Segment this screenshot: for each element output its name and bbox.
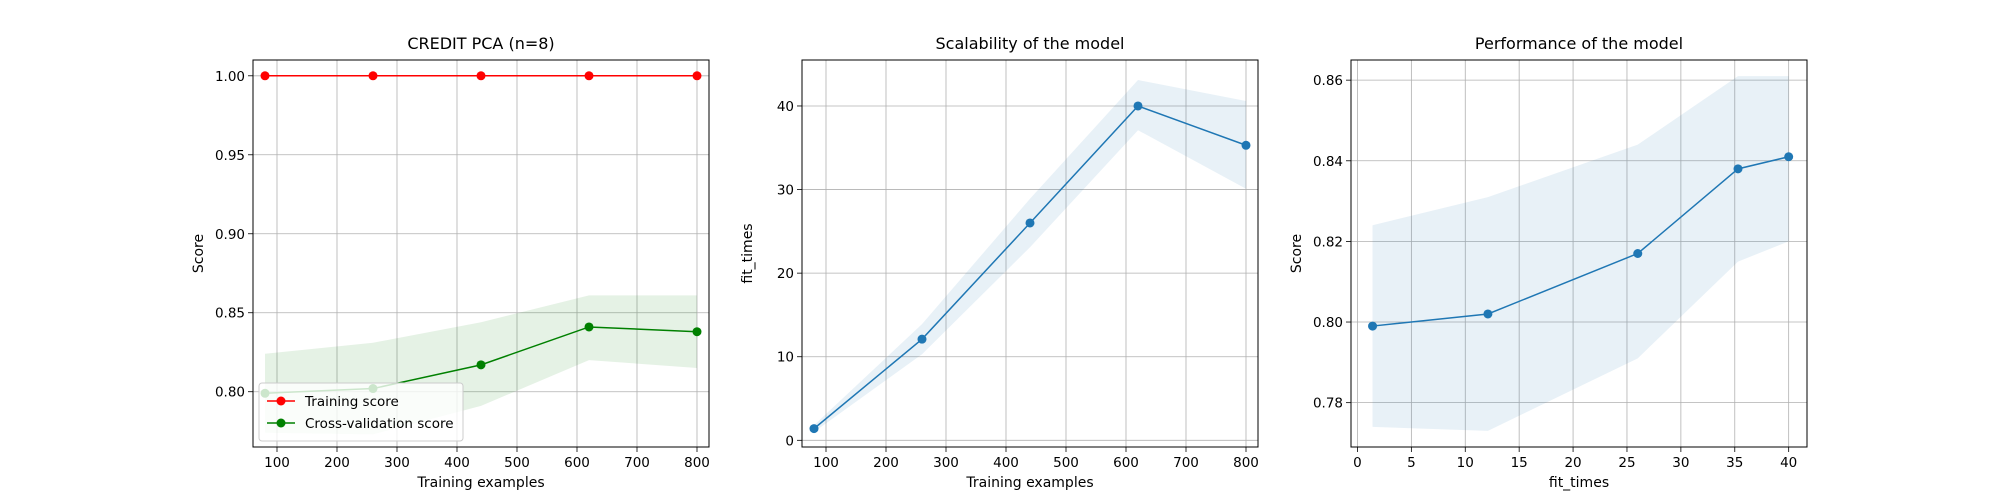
- data-point-0-2: [1025, 218, 1035, 228]
- x-tick-label-3: 15: [1511, 455, 1528, 471]
- confidence-band-0: [814, 80, 1246, 432]
- x-tick-label-0: 100: [813, 455, 839, 471]
- x-tick-label-5: 600: [1113, 455, 1139, 471]
- y-tick-label-3: 0.84: [1313, 154, 1343, 170]
- data-point-0-4: [1784, 152, 1794, 162]
- y-tick-label-0: 0.78: [1313, 396, 1343, 412]
- y-axis-label: fit_times: [740, 223, 756, 283]
- data-point-1-2: [476, 360, 486, 370]
- x-tick-label-0: 0: [1353, 455, 1362, 471]
- panel-scalability: 100 200 300 400 500 600 700 800 0 10 20 30 40 Scala…: [740, 34, 1259, 491]
- y-tick-label-0: 0.80: [215, 385, 245, 401]
- x-tick-label-4: 20: [1564, 455, 1581, 471]
- axes-frame: [252, 59, 710, 448]
- x-tick-label-3: 400: [993, 455, 1019, 471]
- legend-marker-cross-validation: [276, 418, 286, 428]
- legend: Training score Cross-validation score: [258, 382, 464, 442]
- y-tick-label-4: 1.00: [215, 69, 245, 85]
- y-tick-label-2: 20: [777, 266, 794, 282]
- x-tick-label-7: 800: [1233, 455, 1259, 471]
- x-axis-label: Training examples: [416, 475, 544, 491]
- data-point-0-0: [260, 71, 270, 81]
- y-tick-label-3: 30: [777, 183, 794, 199]
- x-tick-label-1: 5: [1407, 455, 1416, 471]
- y-tick-label-2: 0.82: [1313, 234, 1343, 250]
- axes-frame: [801, 59, 1259, 448]
- data-point-0-3: [1733, 164, 1743, 174]
- x-tick-label-5: 600: [564, 455, 590, 471]
- chart-title: CREDIT PCA (n=8): [407, 34, 554, 53]
- x-tick-label-2: 10: [1457, 455, 1474, 471]
- legend-label-cross-validation: Cross-validation score: [305, 416, 454, 432]
- data-point-0-1: [1483, 309, 1493, 319]
- x-tick-label-4: 500: [1053, 455, 1079, 471]
- panel-performance: 0 5 10 15 20 25 30 35 40 0.78 0.80 0.82 0.84 0.86 Pe…: [1289, 34, 1808, 491]
- y-tick-label-1: 10: [777, 350, 794, 366]
- x-tick-label-2: 300: [933, 455, 959, 471]
- data-point-1-4: [692, 327, 702, 337]
- y-tick-label-2: 0.90: [215, 227, 245, 243]
- x-tick-label-0: 100: [264, 455, 290, 471]
- chart-title: Performance of the model: [1475, 34, 1683, 53]
- data-point-0-2: [476, 71, 486, 81]
- x-tick-label-6: 700: [624, 455, 650, 471]
- x-tick-label-8: 40: [1780, 455, 1797, 471]
- data-point-0-0: [1368, 321, 1378, 331]
- y-tick-label-3: 0.95: [215, 148, 245, 164]
- data-point-0-3: [1133, 101, 1143, 111]
- legend-box: [258, 382, 464, 442]
- x-tick-label-3: 400: [444, 455, 470, 471]
- data-point-0-4: [692, 71, 702, 81]
- x-tick-label-1: 200: [324, 455, 350, 471]
- axes-frame: [1350, 59, 1808, 448]
- legend-entry-training: Training score: [267, 394, 399, 410]
- x-tick-label-7: 35: [1726, 455, 1743, 471]
- chart-title: Scalability of the model: [936, 34, 1125, 53]
- y-tick-label-1: 0.80: [1313, 315, 1343, 331]
- x-tick-label-2: 300: [384, 455, 410, 471]
- data-point-0-1: [368, 71, 378, 81]
- confidence-band-0: [1372, 76, 1789, 431]
- x-axis-label: Training examples: [965, 475, 1093, 491]
- x-tick-label-6: 30: [1672, 455, 1689, 471]
- data-point-0-4: [1241, 140, 1251, 150]
- x-tick-label-6: 700: [1173, 455, 1199, 471]
- x-tick-label-4: 500: [504, 455, 530, 471]
- x-tick-label-1: 200: [873, 455, 899, 471]
- data-point-1-3: [584, 322, 594, 332]
- y-tick-label-4: 0.86: [1313, 73, 1343, 89]
- data-point-0-2: [1633, 249, 1643, 258]
- y-tick-label-1: 0.85: [215, 306, 245, 322]
- x-tick-label-7: 800: [684, 455, 710, 471]
- legend-marker-training: [276, 396, 286, 406]
- y-tick-label-0: 0: [785, 433, 794, 449]
- x-axis-label: fit_times: [1549, 475, 1609, 491]
- data-point-0-0: [809, 424, 819, 434]
- data-point-0-3: [584, 71, 594, 81]
- legend-label-training: Training score: [304, 394, 399, 410]
- x-tick-label-5: 25: [1618, 455, 1635, 471]
- y-axis-label: Score: [191, 234, 207, 273]
- panel-learning-curve: 100 200 300 400 500 600 700 800 0.80 0.85 0.90 0.9…: [191, 34, 710, 491]
- data-point-0-1: [917, 334, 927, 344]
- y-tick-label-4: 40: [777, 99, 794, 115]
- legend-entry-cross-validation: Cross-validation score: [267, 416, 454, 432]
- y-axis-label: Score: [1289, 234, 1305, 273]
